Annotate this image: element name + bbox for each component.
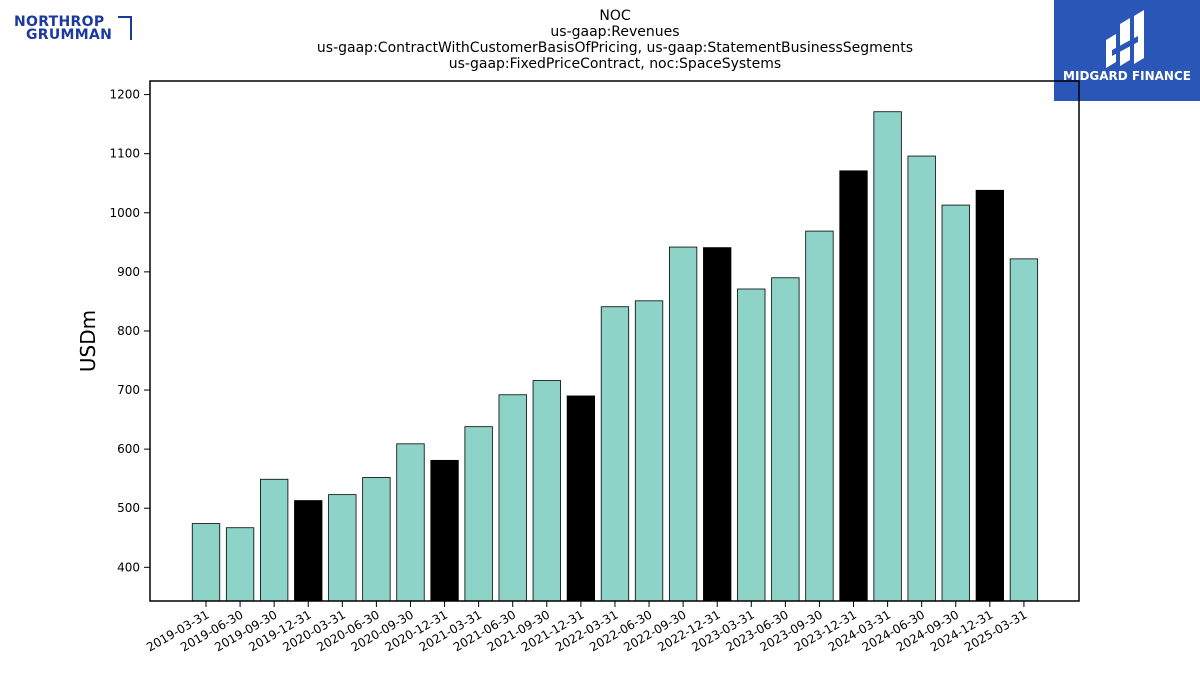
bar <box>839 170 868 602</box>
chart-title: NOCus-gaap:Revenuesus-gaap:ContractWithC… <box>317 8 913 72</box>
x-axis: 2019-03-312019-06-302019-09-302019-12-31… <box>144 601 1029 654</box>
bar <box>600 306 630 602</box>
logo-left-line2: GRUMMAN <box>26 27 113 43</box>
y-tick-label: 1100 <box>109 147 140 161</box>
y-tick-label: 1200 <box>109 88 140 102</box>
bar <box>566 395 596 602</box>
bar <box>328 494 357 602</box>
bars-group <box>191 111 1039 602</box>
bar <box>464 426 493 602</box>
bar <box>396 443 425 602</box>
y-tick-label: 800 <box>117 324 140 338</box>
y-tick-label: 900 <box>117 265 140 279</box>
title-line: us-gaap:FixedPriceContract, noc:SpaceSys… <box>449 56 781 72</box>
title-line: NOC <box>599 8 630 24</box>
bar <box>907 155 936 602</box>
bar <box>737 288 766 602</box>
logo-left-line1: NORTHROP <box>14 14 105 30</box>
y-tick-label: 700 <box>117 383 140 397</box>
plot-frame <box>149 80 1080 602</box>
bar <box>873 111 902 602</box>
y-tick-label: 500 <box>117 501 140 515</box>
bar <box>191 523 221 602</box>
midgard-emblem-icon <box>1106 10 1144 68</box>
bar <box>703 247 732 602</box>
bar <box>225 527 255 602</box>
bar <box>532 380 561 602</box>
bar <box>260 478 289 602</box>
bar <box>668 246 698 602</box>
bar <box>430 459 459 602</box>
bar <box>975 189 1004 602</box>
y-axis: 400 500 600 700 800 900 1000 1100 1200 <box>109 88 150 574</box>
logo-right-text: MIDGARD FINANCE <box>1063 69 1191 83</box>
title-line: us-gaap:ContractWithCustomerBasisOfPrici… <box>317 40 913 56</box>
bar <box>771 277 800 602</box>
midgard-finance-logo: MIDGARD FINANCE <box>1054 0 1200 101</box>
bar <box>498 394 527 602</box>
y-axis-label: USDm <box>76 310 100 372</box>
title-line: us-gaap:Revenues <box>550 24 679 40</box>
y-tick-label: 400 <box>117 560 140 574</box>
bar <box>941 204 970 602</box>
bar <box>294 500 323 602</box>
y-tick-label: 1000 <box>109 206 140 220</box>
y-tick-label: 600 <box>117 442 140 456</box>
northrop-grumman-logo: NORTHROP GRUMMAN <box>14 14 132 43</box>
bar <box>634 300 664 602</box>
bar <box>362 477 391 602</box>
bar <box>1009 258 1039 602</box>
logo-bracket-icon <box>118 16 132 40</box>
bar <box>805 230 834 602</box>
